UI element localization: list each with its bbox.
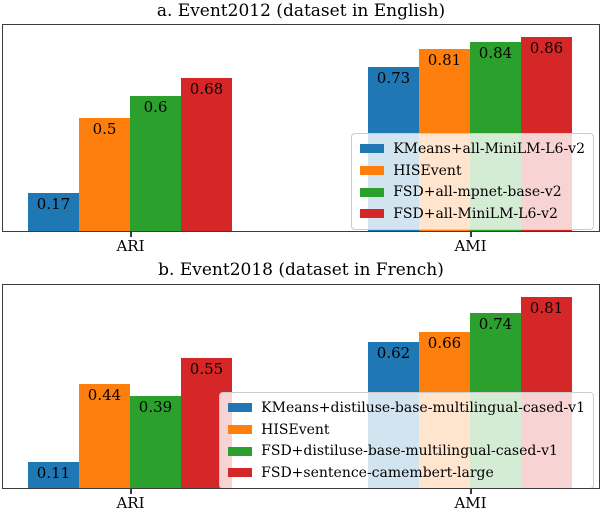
bar-value-label: 0.44 <box>87 386 122 404</box>
bar-value-label: 0.81 <box>427 51 462 69</box>
legend-color-swatch <box>228 425 253 435</box>
x-tick-label-ari: ARI <box>116 237 145 255</box>
legend-item-label: FSD+all-mpnet-base-v2 <box>393 184 562 201</box>
bar-value-label: 0.55 <box>189 360 224 378</box>
plot-area-event2012: 0.17 0.5 0.6 0.68 0.73 0.81 0.84 0.86 KMeans+all… <box>2 24 600 232</box>
x-axis-event2012: ARI AMI <box>2 232 600 256</box>
x-tick-ari <box>129 232 132 237</box>
x-tick-ami <box>469 232 472 237</box>
x-tick-ami <box>469 489 472 494</box>
plot-area-event2018: 0.11 0.44 0.39 0.55 0.62 0.66 0.74 0.81 KMeans+d… <box>2 284 600 489</box>
bar-value-label: 0.6 <box>143 98 168 116</box>
chart-event2012: a. Event2012 (dataset in English) 0.17 0.… <box>2 1 600 256</box>
bar-ari-series1: 0.5 <box>79 118 130 231</box>
legend-color-swatch <box>360 166 385 176</box>
legend-item-label: KMeans+all-MiniLM-L6-v2 <box>393 140 585 157</box>
legend-color-swatch <box>360 144 385 154</box>
legend-item-series2: FSD+all-mpnet-base-v2 <box>360 181 585 203</box>
bar-value-label: 0.39 <box>138 398 173 416</box>
x-tick-ari <box>129 489 132 494</box>
bar-value-label: 0.5 <box>92 120 117 138</box>
legend-item-series3: FSD+all-MiniLM-L6-v2 <box>360 203 585 225</box>
legend-item-series1: HISEvent <box>228 419 585 441</box>
bar-ari-series3: 0.68 <box>181 78 232 231</box>
bar-value-label: 0.11 <box>36 464 71 482</box>
bar-value-label: 0.84 <box>478 44 513 62</box>
legend-color-swatch <box>228 468 253 478</box>
legend: KMeans+distiluse-base-multilingual-cased… <box>219 392 594 488</box>
legend-item-label: HISEvent <box>261 421 330 438</box>
bar-value-label: 0.62 <box>376 344 411 362</box>
legend-item-label: FSD+all-MiniLM-L6-v2 <box>393 205 558 222</box>
legend-item-label: KMeans+distiluse-base-multilingual-cased… <box>261 399 585 416</box>
legend: KMeans+all-MiniLM-L6-v2 HISEvent FSD+all-m… <box>351 133 594 230</box>
chart-title-event2018: b. Event2018 (dataset in French) <box>158 260 444 280</box>
x-axis-event2018: ARI AMI <box>2 489 600 512</box>
x-tick-label-ami: AMI <box>454 237 487 255</box>
chart-event2018: b. Event2018 (dataset in French) 0.11 0.4… <box>0 256 602 512</box>
bar-value-label: 0.81 <box>529 299 564 317</box>
legend-item-series0: KMeans+all-MiniLM-L6-v2 <box>360 138 585 160</box>
bar-value-label: 0.86 <box>529 39 564 57</box>
legend-item-series2: FSD+distiluse-base-multilingual-cased-v1 <box>228 440 585 462</box>
legend-item-series0: KMeans+distiluse-base-multilingual-cased… <box>228 397 585 419</box>
bar-value-label: 0.74 <box>478 315 513 333</box>
bar-value-label: 0.17 <box>36 195 71 213</box>
bar-value-label: 0.73 <box>376 69 411 87</box>
legend-color-swatch <box>228 403 253 413</box>
x-tick-label-ami: AMI <box>454 494 487 512</box>
legend-item-series3: FSD+sentence-camembert-large <box>228 462 585 484</box>
legend-item-series1: HISEvent <box>360 160 585 182</box>
legend-color-swatch <box>228 446 253 456</box>
bar-ari-series0: 0.17 <box>28 193 79 231</box>
legend-item-label: FSD+sentence-camembert-large <box>261 464 494 481</box>
legend-item-label: FSD+distiluse-base-multilingual-cased-v1 <box>261 443 558 460</box>
bar-ari-series1: 0.44 <box>79 384 130 488</box>
legend-color-swatch <box>360 209 385 219</box>
bar-ari-series0: 0.11 <box>28 462 79 488</box>
bar-value-label: 0.66 <box>427 334 462 352</box>
bar-ari-series2: 0.6 <box>130 96 181 231</box>
legend-color-swatch <box>360 187 385 197</box>
bar-value-label: 0.68 <box>189 80 224 98</box>
bar-ari-series2: 0.39 <box>130 396 181 488</box>
chart-title-event2012: a. Event2012 (dataset in English) <box>156 1 446 21</box>
x-tick-label-ari: ARI <box>116 494 145 512</box>
legend-item-label: HISEvent <box>393 162 462 179</box>
